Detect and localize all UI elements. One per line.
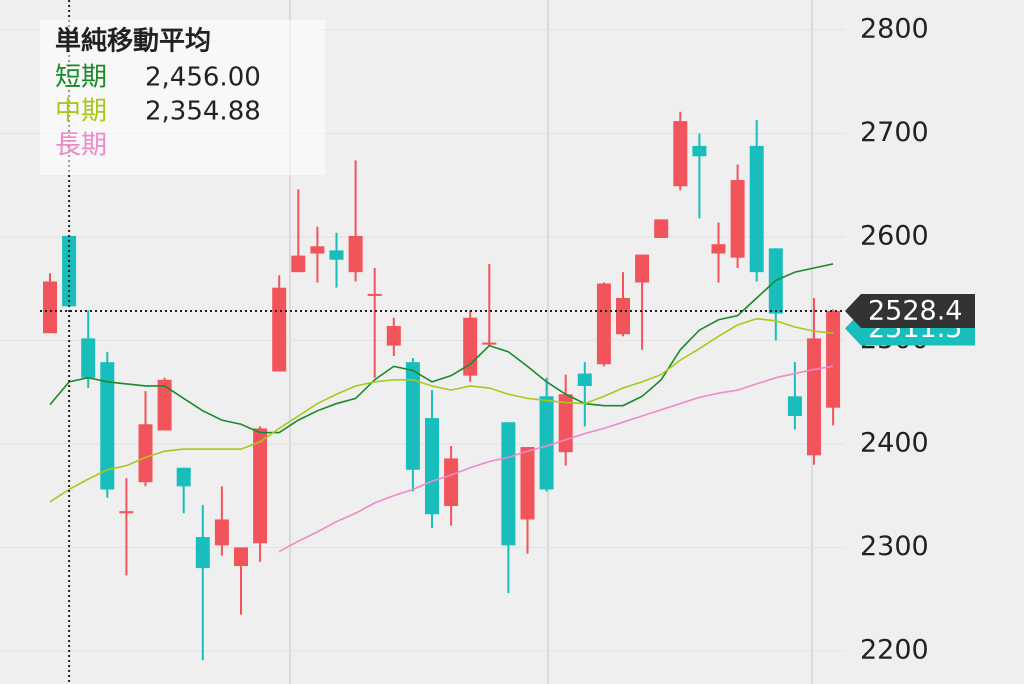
y-tick-label: 2200 [860,634,929,665]
candle-body [749,145,764,273]
candle-body [577,373,592,386]
candle-body [807,338,821,456]
ma-line [49,263,834,434]
y-tick-label: 2300 [860,531,929,562]
candle-body [329,250,344,260]
candle-body [253,428,268,544]
candle-body [119,511,134,514]
candle-body [425,418,439,515]
candle-body [367,293,382,296]
candle-body [81,338,96,378]
legend-name: 短期 [55,63,107,93]
candle-body [444,458,459,507]
legend-title: 単純移動平均 [55,26,211,57]
candle-body [176,467,191,487]
y-tick-label: 2600 [860,220,929,251]
candle-body [826,311,841,408]
ma-line [278,365,834,553]
y-tick-label: 2800 [860,14,929,45]
y-tick-label: 2400 [860,427,929,458]
candle-body [291,255,306,273]
candle-body [711,244,726,254]
candle-body [673,121,688,187]
price-tag [845,294,975,329]
candle-body [520,447,535,520]
candle-body [482,342,497,345]
candle-body [405,362,420,470]
candle-body [558,394,573,453]
candle-body [787,396,802,416]
candle-body [635,254,650,283]
candle-body [501,422,516,546]
candle-body [234,547,248,567]
legend-value: 2,456.00 [145,63,261,93]
price-tag-label: 2528.4 [868,296,962,327]
ma-line [49,317,834,503]
legend-name: 長期 [55,131,107,161]
candle-body [654,219,669,239]
candle-body [214,519,229,546]
candle-body [157,379,172,431]
candle-body [596,283,611,365]
candle-body [138,424,153,483]
candle-body [195,537,210,569]
candle-body [43,281,57,334]
candle-body [730,180,745,258]
legend-value: 2,354.88 [145,97,261,127]
candle-body [539,396,554,490]
candle-body [616,298,630,335]
candle-body [692,145,707,157]
candle-body [348,235,363,273]
legend-box [40,20,325,175]
candle-body [310,246,325,254]
candle-body [386,325,401,346]
legend-name: 中期 [55,97,107,127]
candle-body [100,362,115,490]
candle-body [272,287,287,372]
y-tick-label: 2700 [860,117,929,148]
